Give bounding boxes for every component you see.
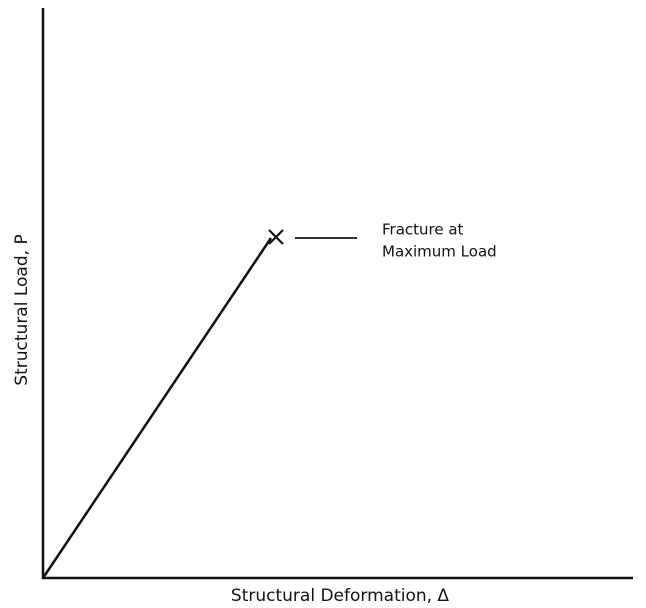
x-axis-label: Structural Deformation, Δ <box>231 586 450 606</box>
annotation-line: Maximum Load <box>382 243 497 261</box>
fracture-mark <box>268 229 284 245</box>
load-line <box>41 237 273 579</box>
annotation-line: Fracture at <box>382 221 464 239</box>
y-axis-label: Structural Load, P <box>12 234 32 385</box>
